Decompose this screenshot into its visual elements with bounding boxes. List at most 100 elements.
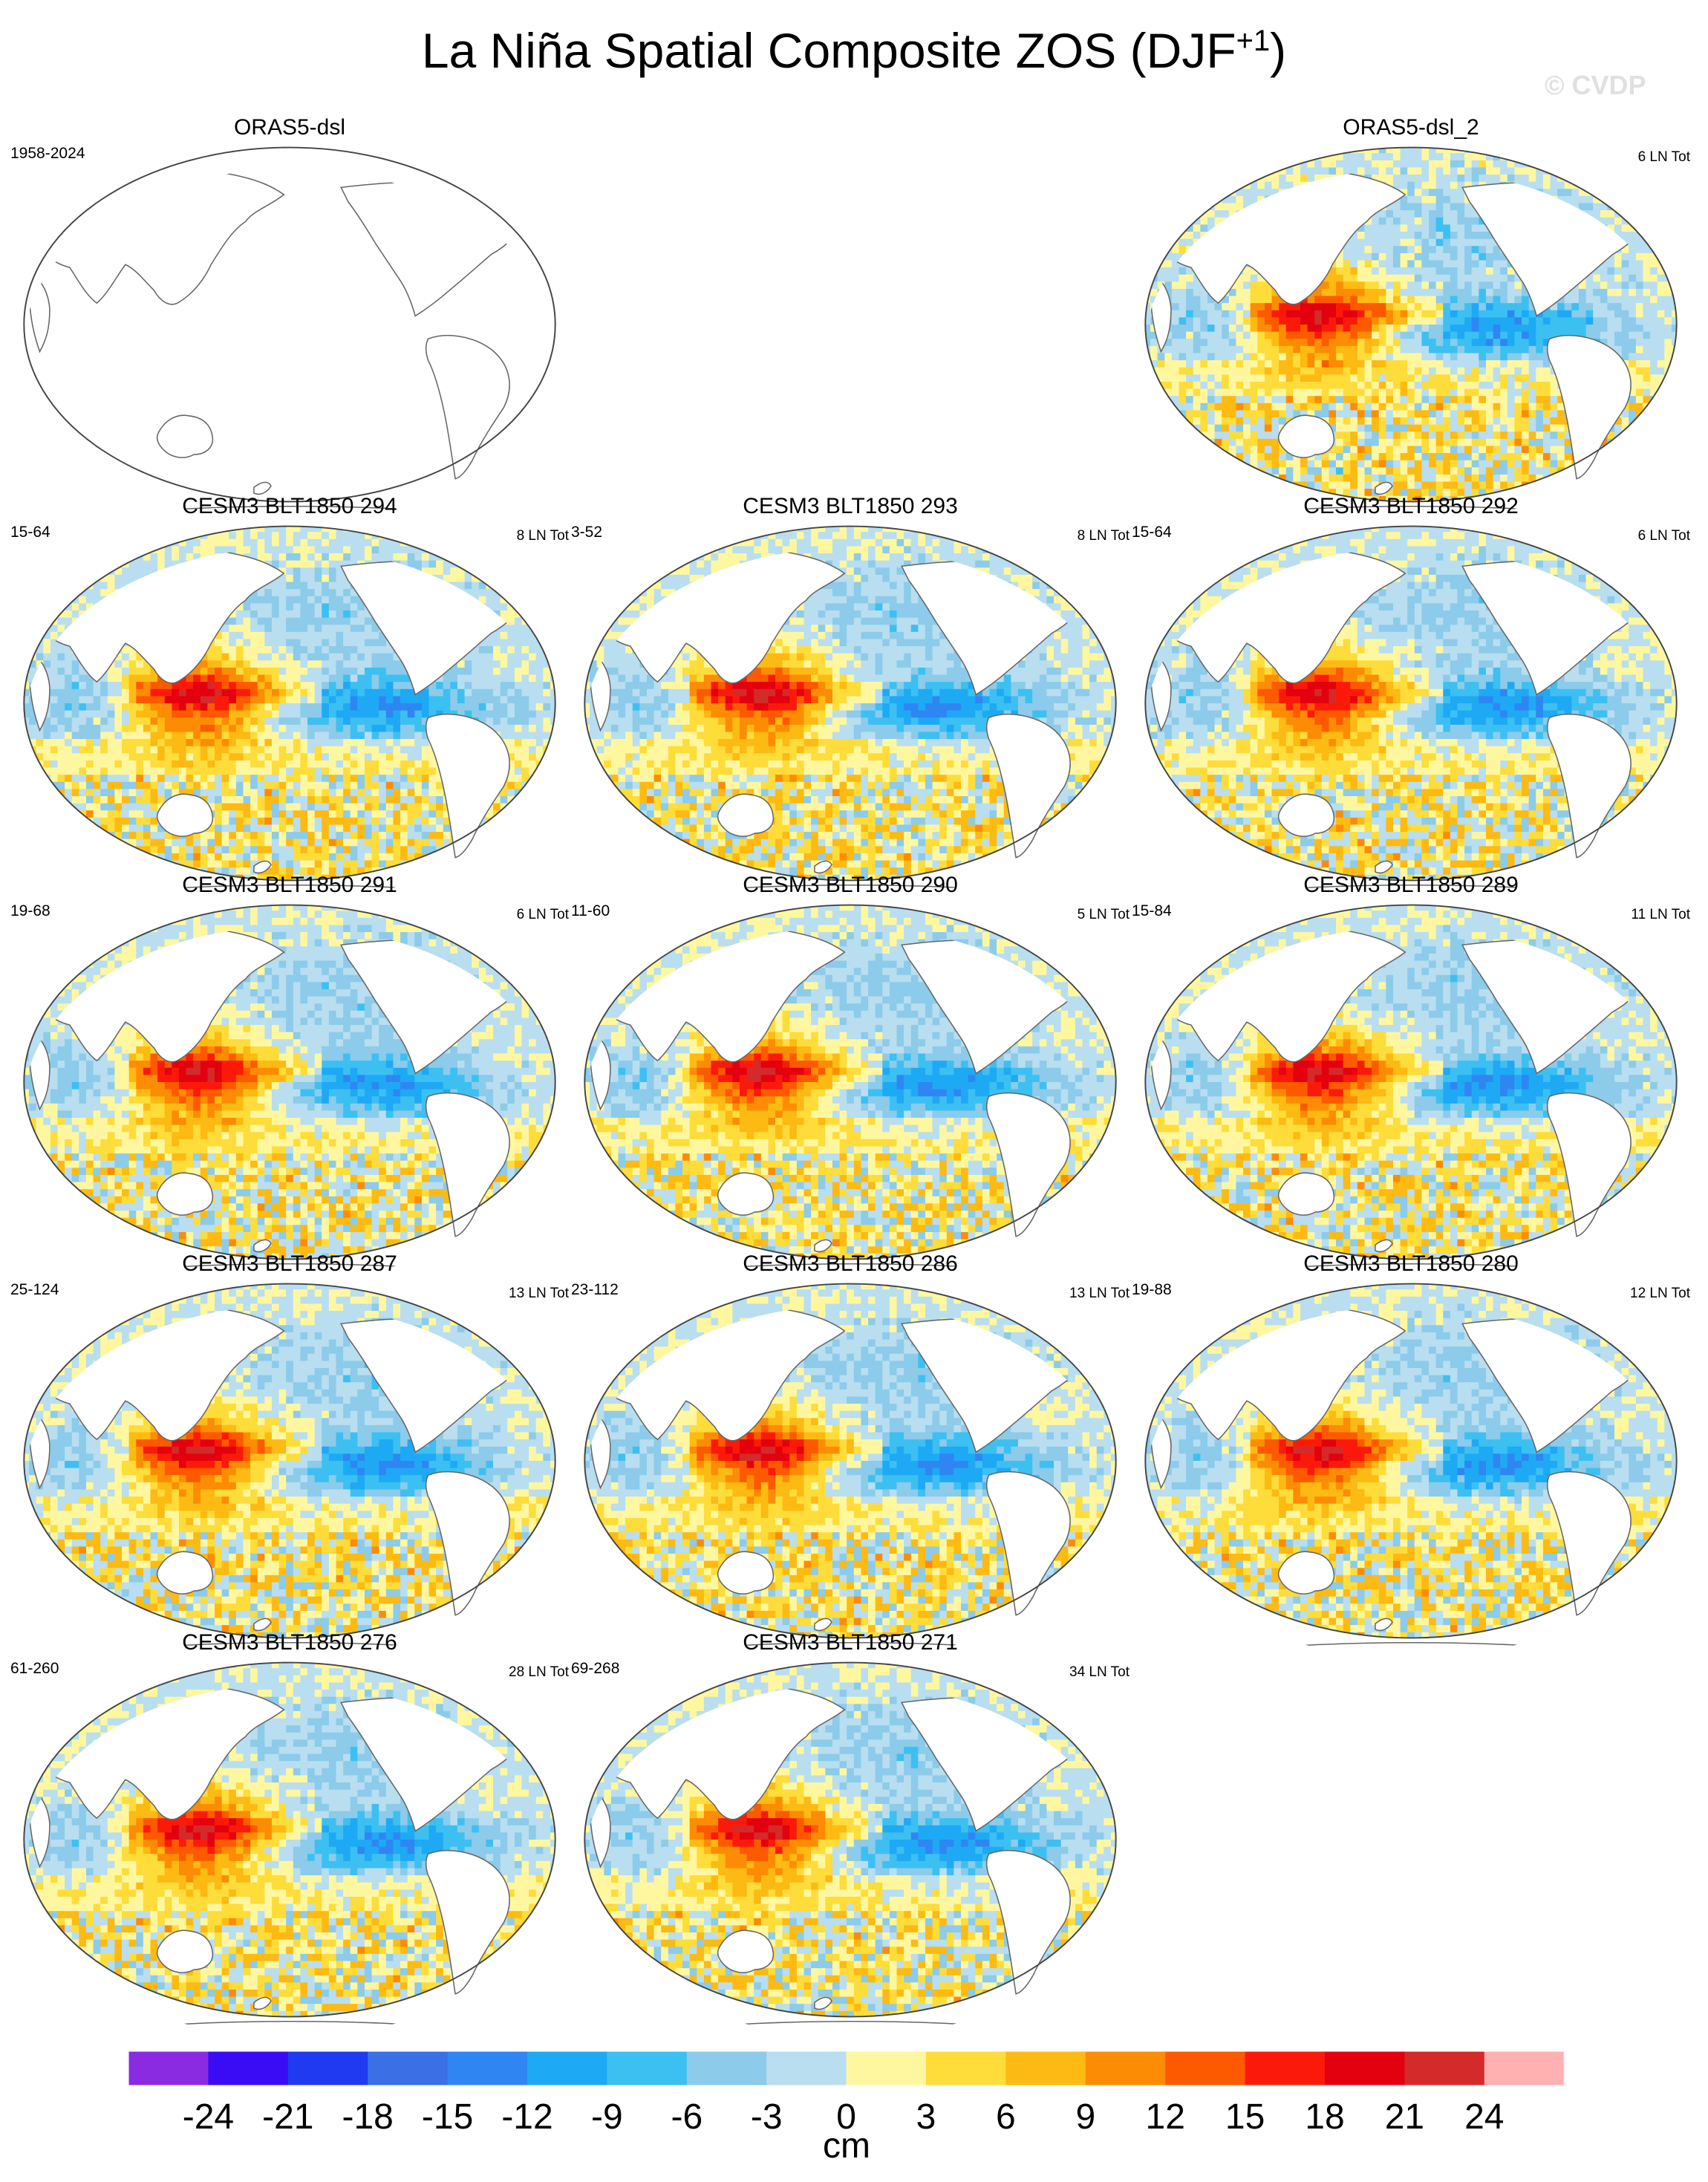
land-australia <box>156 1551 214 1595</box>
colorbar-swatch <box>447 2051 528 2085</box>
land-australia <box>717 1929 775 1973</box>
land-asia <box>36 169 285 305</box>
land-antarctica <box>103 884 476 889</box>
robinson-map <box>1144 146 1678 510</box>
land-australia <box>156 1172 214 1216</box>
land-australia <box>1277 1172 1335 1216</box>
colorbar-tick-label: -18 <box>342 2097 394 2137</box>
map-panel: CESM3 BLT1850 276 61-260 28 LN Tot <box>7 1630 572 2025</box>
colorbar-swatch <box>1165 2051 1246 2085</box>
panel-title: CESM3 BLT1850 294 <box>7 494 572 519</box>
panel-event-count: 5 LN Tot <box>1078 907 1130 923</box>
land-namerica <box>340 181 533 317</box>
panel-event-count: 28 LN Tot <box>509 1664 569 1681</box>
land-samerica <box>425 713 510 859</box>
land-newzealand <box>1375 1239 1393 1253</box>
land-antarctica <box>664 1641 1037 1647</box>
panel-event-count: 6 LN Tot <box>517 907 569 923</box>
panel-event-count: 11 LN Tot <box>1631 907 1690 923</box>
colorbar-swatch <box>1484 2051 1565 2085</box>
land-antarctica <box>1225 1641 1597 1647</box>
panel-time-range: 61-260 <box>10 1660 59 1678</box>
land-australia <box>717 1172 775 1216</box>
colorbar-swatch <box>287 2051 368 2085</box>
panel-time-range: 25-124 <box>10 1281 59 1299</box>
colorbar-tick-label: 0 <box>836 2097 856 2137</box>
colorbar-swatch <box>1325 2051 1405 2085</box>
colorbar-unit: cm <box>823 2126 870 2166</box>
panel-title: CESM3 BLT1850 276 <box>7 1630 572 1655</box>
land-samerica <box>425 1849 510 1995</box>
colorbar-swatch <box>1005 2051 1086 2085</box>
colorbar-tick-label: 12 <box>1146 2097 1185 2137</box>
colorbar-tick-label: -3 <box>751 2097 783 2137</box>
panel-time-range: 15-64 <box>10 524 50 541</box>
colorbar-swatch <box>128 2051 209 2085</box>
land-antarctica <box>103 505 476 510</box>
land-australia <box>1277 1551 1335 1595</box>
map-panel: CESM3 BLT1850 280 19-88 12 LN Tot <box>1129 1251 1693 1647</box>
land-antarctica <box>664 1263 1037 1268</box>
colorbar-tick-label: -12 <box>501 2097 553 2137</box>
panel-time-range: 15-84 <box>1132 902 1172 920</box>
colorbar-tick-label: 15 <box>1225 2097 1265 2137</box>
colorbar-tick-label: 3 <box>916 2097 936 2137</box>
map-panel: ORAS5-dsl_2 6 LN Tot <box>1129 115 1693 510</box>
colorbar-tick-label: -9 <box>591 2097 623 2137</box>
land-newzealand <box>814 860 832 874</box>
map-panel: CESM3 BLT1850 294 15-64 8 LN Tot <box>7 494 572 889</box>
map-panel: ORAS5-dsl 1958-2024 <box>7 115 572 510</box>
land-newzealand <box>253 1996 272 2010</box>
land-samerica <box>425 1092 510 1237</box>
map-panel: CESM3 BLT1850 287 25-124 13 LN Tot <box>7 1251 572 1647</box>
robinson-map <box>584 525 1117 889</box>
panel-event-count: 34 LN Tot <box>1069 1664 1130 1681</box>
land-newzealand <box>253 1239 272 1253</box>
colorbar-swatch <box>1245 2051 1326 2085</box>
land-newzealand <box>253 860 272 874</box>
colorbar-swatch <box>766 2051 847 2085</box>
colorbar-tick-label: -21 <box>262 2097 313 2137</box>
colorbar-swatch <box>846 2051 927 2085</box>
land-samerica <box>985 713 1071 859</box>
colorbar-swatch <box>686 2051 767 2085</box>
land-newzealand <box>814 1239 832 1253</box>
land-newzealand <box>1375 860 1393 874</box>
panel-time-range: 19-88 <box>1132 1281 1172 1299</box>
panel-title: CESM3 BLT1850 291 <box>7 873 572 898</box>
panel-title: ORAS5-dsl_2 <box>1129 115 1693 140</box>
robinson-map <box>1144 525 1678 889</box>
panel-time-range: 3-52 <box>571 524 602 541</box>
robinson-map <box>23 525 556 889</box>
land-samerica <box>1546 1092 1632 1237</box>
land-australia <box>1277 793 1335 837</box>
land-samerica <box>1546 1471 1632 1616</box>
land-antarctica <box>664 884 1037 889</box>
panel-time-range: 23-112 <box>571 1281 619 1299</box>
panel-time-range: 1958-2024 <box>10 145 85 163</box>
colorbar-tick-label: -24 <box>183 2097 234 2137</box>
land-antarctica <box>103 1641 476 1647</box>
land-australia <box>1277 414 1335 458</box>
robinson-map <box>1144 904 1678 1268</box>
map-panel: CESM3 BLT1850 289 15-84 11 LN Tot <box>1129 873 1693 1268</box>
panel-event-count: 6 LN Tot <box>1638 149 1690 166</box>
land-samerica <box>1546 713 1632 859</box>
panel-event-count: 12 LN Tot <box>1630 1286 1690 1302</box>
colorbar-swatch <box>1085 2051 1166 2085</box>
land-samerica <box>425 334 510 480</box>
land-samerica <box>1546 334 1632 480</box>
land-australia <box>156 1929 214 1973</box>
robinson-map <box>23 1661 556 2025</box>
panel-event-count: 8 LN Tot <box>517 528 569 544</box>
panel-time-range: 15-64 <box>1132 524 1172 541</box>
map-panel: CESM3 BLT1850 271 69-268 34 LN Tot <box>568 1630 1132 2025</box>
land-masses <box>590 926 1094 1268</box>
land-masses <box>29 1305 533 1647</box>
colorbar-tick-label: 18 <box>1305 2097 1344 2137</box>
colorbar-swatch <box>208 2051 289 2085</box>
panel-event-count: 8 LN Tot <box>1078 528 1130 544</box>
panel-time-range: 11-60 <box>571 902 610 920</box>
land-australia <box>717 793 775 837</box>
panel-title: CESM3 BLT1850 287 <box>7 1251 572 1277</box>
